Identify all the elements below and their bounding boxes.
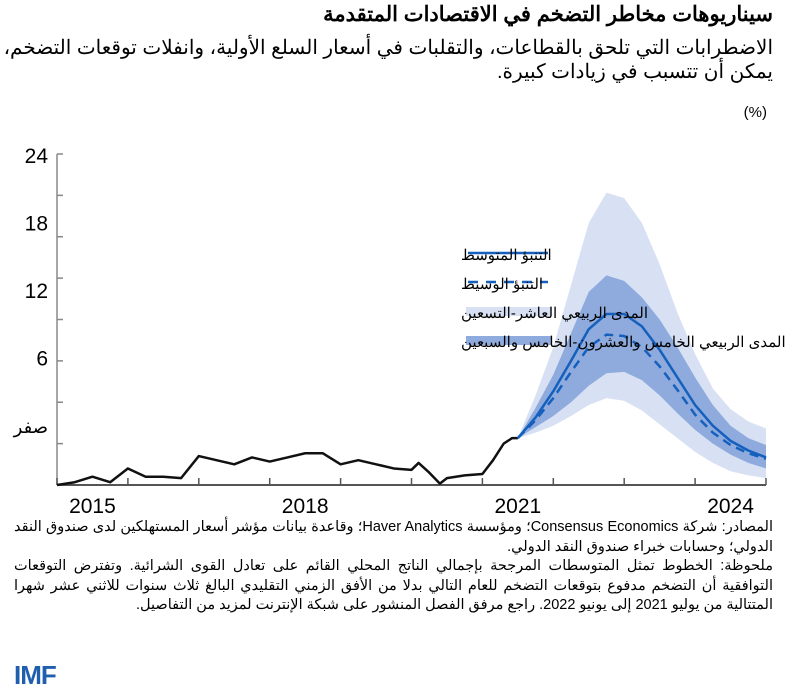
sources-note: المصادر: شركة Consensus Economics؛ ومؤسس…: [14, 519, 773, 555]
mean-forecast-line: [516, 312, 767, 459]
y-tick-label: صفر: [13, 417, 48, 438]
imf-logo: IMF: [14, 660, 57, 690]
legend-label: التنبؤ الوسيط: [461, 276, 543, 293]
historical-line: [56, 436, 518, 487]
unit-label: (%): [743, 104, 767, 121]
x-tick-label: 2021: [494, 495, 541, 518]
legend-label: المدى الربيعي العاشر-التسعين: [461, 305, 648, 322]
median-forecast-line: [516, 333, 767, 460]
y-tick-label: 12: [25, 280, 48, 303]
y-tick-label: 18: [25, 213, 48, 236]
x-tick-label: 2024: [707, 495, 754, 518]
notes: المصادر: شركة Consensus Economics؛ ومؤسس…: [14, 518, 773, 616]
x-tick-label: 2018: [282, 495, 329, 518]
y-tick-label: 24: [25, 145, 49, 168]
legend-swatch-band1: [466, 336, 552, 345]
band-25-75: [517, 275, 766, 469]
y-tick-label: 6: [36, 348, 48, 371]
chart-subtitle: الاضطرابات التي تلحق بالقطاعات، والتقلبا…: [3, 37, 773, 83]
legend-label: التنبؤ المتوسط: [461, 247, 552, 264]
footnote: ملحوظة: الخطوط تمثل المتوسطات المرجحة بإ…: [14, 558, 773, 613]
chart-title: سيناريوهات مخاطر التضخم في الاقتصادات ال…: [323, 3, 773, 26]
legend-label: المدى الربيعي الخامس والعشرون-الخامس وال…: [461, 334, 786, 351]
chart: 24 18 12 6 صفر 2015 2018 2021 2024 التنبؤ المتوسط…: [13, 145, 786, 518]
x-tick-label: 2015: [69, 495, 116, 518]
legend-swatch-band0: [466, 307, 552, 316]
